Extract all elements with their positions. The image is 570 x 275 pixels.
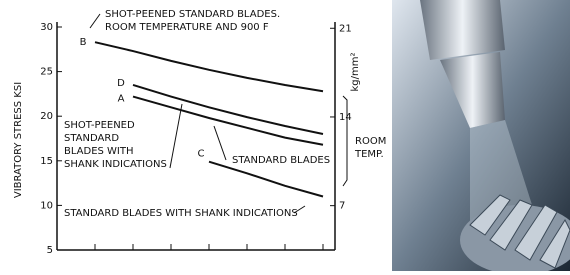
line	[133, 85, 323, 134]
y-tick-label: 5	[47, 245, 53, 256]
series-label: A	[118, 94, 125, 105]
series-label: D	[117, 78, 125, 89]
leader	[214, 126, 226, 160]
y2-tick-label: 14	[339, 112, 352, 123]
y2-axis-label: kg/mm²	[350, 53, 361, 92]
y-tick-label: 20	[40, 111, 53, 122]
line	[95, 42, 323, 91]
annotation: SHOT-PEENED STANDARD BLADES.	[105, 9, 280, 20]
photo	[392, 0, 570, 271]
chart: 5 10 15 20 25 30 7 14 21 VIBRATORY STRESS KSI kg/m…	[0, 0, 570, 271]
y-tick-label: 15	[40, 156, 53, 167]
annotation: ROOM	[355, 136, 386, 147]
y2-tick-label: 21	[339, 23, 352, 34]
annotation: TEMP.	[354, 149, 384, 160]
line	[133, 97, 323, 145]
leader	[170, 104, 182, 168]
leader	[343, 96, 347, 186]
y2-tick-label: 7	[339, 201, 345, 212]
series-label: C	[198, 149, 205, 160]
line	[209, 162, 323, 197]
annotation: SHANK INDICATIONS	[64, 159, 167, 170]
annotation: BLADES WITH	[64, 146, 134, 157]
annotation: STANDARD	[64, 133, 119, 144]
annotation: STANDARD BLADES WITH SHANK INDICATIONS	[64, 208, 298, 219]
annotation: STANDARD BLADES	[232, 155, 330, 166]
leader	[90, 14, 100, 28]
annotation: SHOT-PEENED	[64, 120, 135, 131]
annotation: ROOM TEMPERATURE AND 900 F	[105, 22, 269, 33]
series-label: B	[80, 37, 87, 48]
y-tick-label: 25	[40, 67, 53, 78]
y-tick-label: 10	[40, 200, 53, 211]
y-axis-label: VIBRATORY STRESS KSI	[13, 82, 24, 198]
y-tick-label: 30	[40, 22, 53, 33]
